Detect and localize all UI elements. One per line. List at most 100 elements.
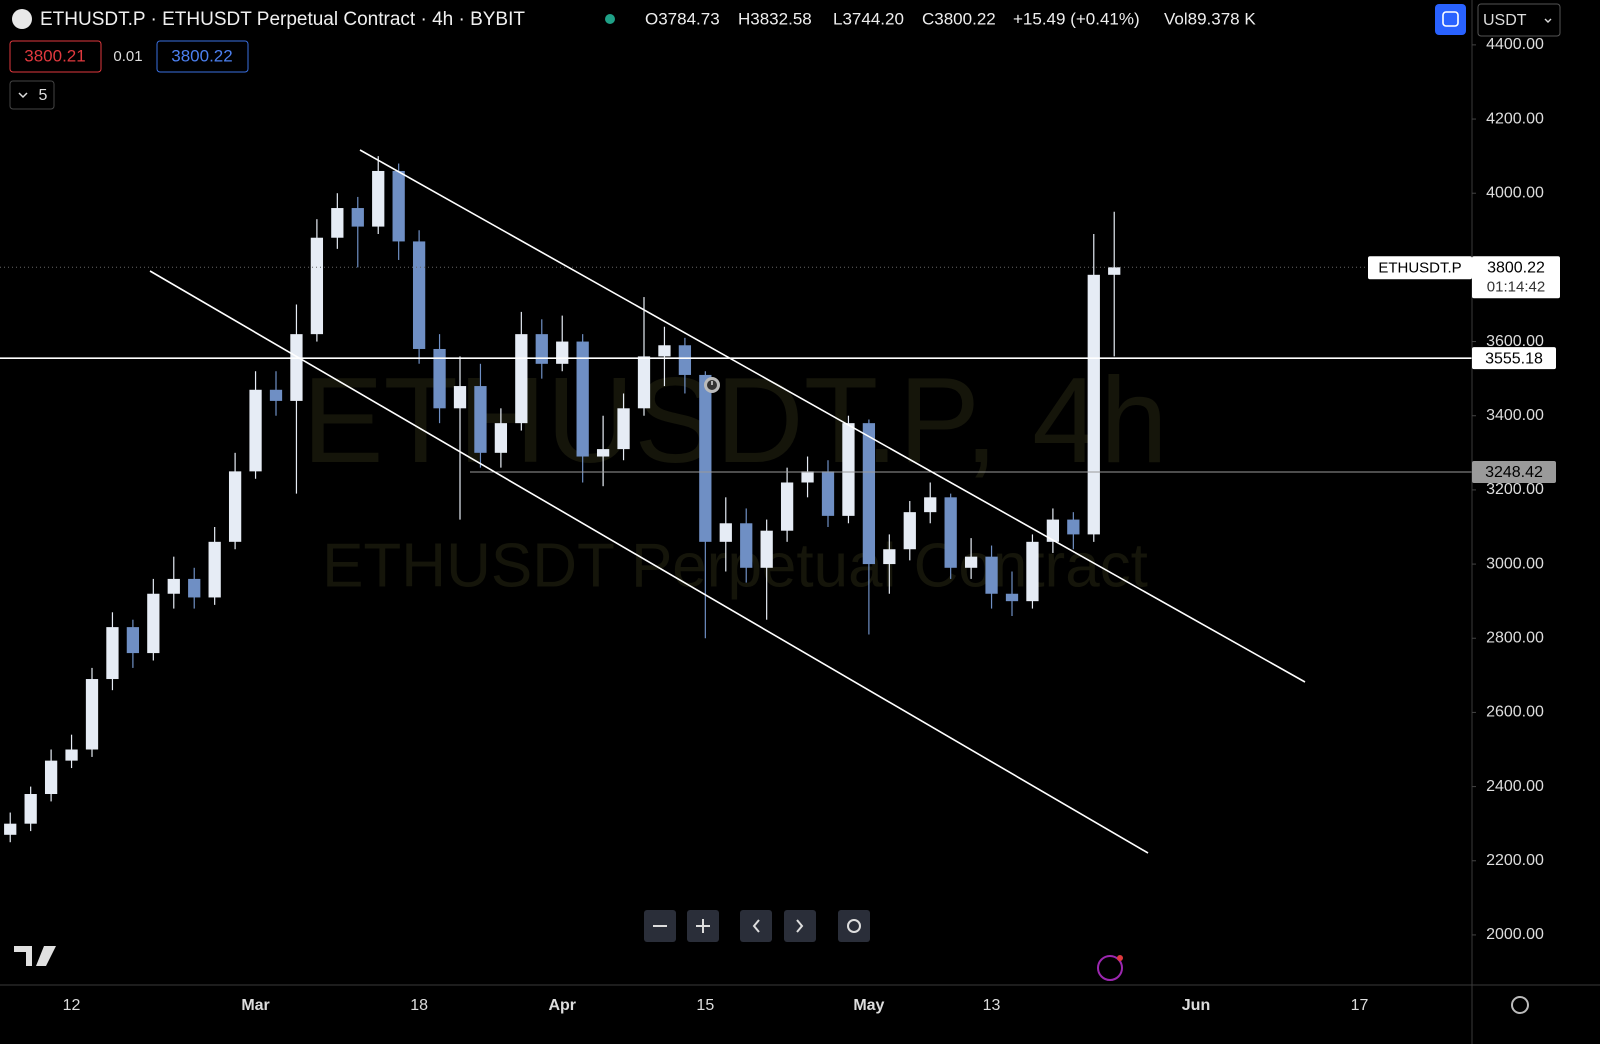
- y-tick-label: 3600.00: [1486, 333, 1544, 350]
- x-tick-label: 18: [410, 997, 428, 1014]
- x-tick-label: May: [853, 997, 884, 1014]
- candle-body: [964, 556, 978, 568]
- candle-body: [903, 512, 916, 550]
- currency-select[interactable]: [1477, 3, 1561, 37]
- candle-body: [1005, 593, 1019, 602]
- y-tick-label: 4000.00: [1486, 184, 1544, 201]
- currency: USDT: [1483, 12, 1527, 29]
- candle-body: [494, 423, 508, 453]
- candle-body: [1108, 267, 1121, 275]
- candle-body: [719, 523, 732, 542]
- price-label: 3248.42: [1485, 464, 1543, 481]
- price-label: 3555.18: [1485, 350, 1543, 367]
- candle-body: [1026, 541, 1039, 602]
- candle-body: [1067, 519, 1080, 535]
- price-label-bg: [1472, 347, 1556, 370]
- candle-body: [658, 345, 671, 357]
- candle-body: [310, 237, 324, 335]
- y-tick-label: 2600.00: [1486, 704, 1544, 721]
- ohlc-change: +15.49 (+0.41%): [1013, 9, 1140, 28]
- notification-dot: [1117, 955, 1123, 961]
- scroll-left[interactable]: [740, 910, 772, 942]
- y-tick-label: 2800.00: [1486, 629, 1544, 646]
- candle-body: [4, 823, 17, 835]
- y-tick-label: 3200.00: [1486, 481, 1544, 498]
- candle-body: [351, 208, 364, 227]
- x-tick-label: 15: [696, 997, 714, 1014]
- chevron: [1544, 18, 1552, 23]
- ohlc-low: L3744.20: [833, 9, 904, 28]
- candle-body: [637, 356, 651, 409]
- candle-body: [801, 471, 814, 483]
- candle-body: [392, 170, 405, 242]
- candle-body: [924, 497, 937, 513]
- candle-body: [883, 549, 896, 565]
- x-tick-label: 13: [983, 997, 1001, 1014]
- toolbar: [644, 910, 870, 942]
- candle-body: [617, 408, 630, 450]
- ohlc-close: C3800.22: [922, 9, 996, 28]
- alarm-icon[interactable]: [704, 377, 720, 393]
- candle-body: [331, 208, 344, 238]
- buy-button[interactable]: [156, 40, 249, 73]
- candle-body: [985, 556, 998, 594]
- y-tick-label: 4200.00: [1486, 110, 1544, 127]
- ask-price: 3800.22: [171, 46, 232, 65]
- price-label-bg: [1472, 460, 1556, 483]
- candle-body: [740, 523, 753, 568]
- watermark-title: ETHUSDT.P, 4h: [302, 352, 1168, 488]
- candle-body: [433, 348, 446, 409]
- candle-body: [944, 497, 957, 568]
- reset-chart[interactable]: [838, 910, 870, 942]
- sell-button[interactable]: [9, 40, 102, 73]
- sync-button[interactable]: [1435, 4, 1466, 35]
- candle-body: [147, 593, 160, 654]
- symbol-title[interactable]: ETHUSDT.P · ETHUSDT Perpetual Contract ·…: [40, 9, 525, 30]
- indicators-toggle[interactable]: [9, 80, 55, 110]
- x-tick-label: Mar: [241, 997, 269, 1014]
- candle-body: [535, 334, 548, 364]
- candle-body: [188, 578, 201, 598]
- candle-body: [780, 482, 794, 531]
- candle-body: [208, 541, 221, 598]
- x-tick-label: Apr: [548, 997, 576, 1014]
- countdown: 01:14:42: [1487, 278, 1545, 295]
- last-price: 3800.22: [1487, 260, 1545, 277]
- x-tick-label: 12: [63, 997, 81, 1014]
- x-tick-label: 17: [1351, 997, 1369, 1014]
- y-tick-label: 2200.00: [1486, 852, 1544, 869]
- last-price-bg: [1472, 256, 1560, 299]
- candle-body: [44, 760, 58, 795]
- candle-body: [85, 679, 99, 750]
- candle-body: [24, 794, 37, 824]
- scroll-right[interactable]: [784, 910, 816, 942]
- market-status: [605, 14, 615, 24]
- bid-price: 3800.21: [24, 46, 85, 65]
- candle-body: [249, 389, 262, 472]
- candle-body: [596, 449, 610, 457]
- candle-body: [65, 749, 78, 761]
- tradingview-logo[interactable]: [14, 946, 56, 966]
- spread: 0.01: [113, 48, 142, 65]
- watermark-subtitle: ETHUSDT Perpetual Contract: [322, 531, 1148, 600]
- candle-body: [556, 341, 569, 364]
- candle-body: [412, 241, 426, 349]
- trend-line[interactable]: [149, 270, 1149, 854]
- price-axis-bg: [1472, 0, 1600, 1044]
- trend-line[interactable]: [359, 149, 1306, 683]
- symbol-label-bg: [1368, 256, 1472, 280]
- candle-body: [678, 345, 692, 375]
- plot-area: [0, 156, 1472, 843]
- candle-body: [576, 341, 589, 457]
- ohlc-high: H3832.58: [738, 9, 812, 28]
- candle-body: [515, 334, 528, 424]
- lightning-button[interactable]: [1097, 955, 1123, 981]
- candle-body: [228, 471, 242, 542]
- candle-body: [106, 627, 119, 680]
- y-tick-label: 3000.00: [1486, 555, 1544, 572]
- candle-body: [453, 386, 467, 409]
- settings-button[interactable]: [1511, 996, 1529, 1014]
- candle-body: [760, 530, 773, 568]
